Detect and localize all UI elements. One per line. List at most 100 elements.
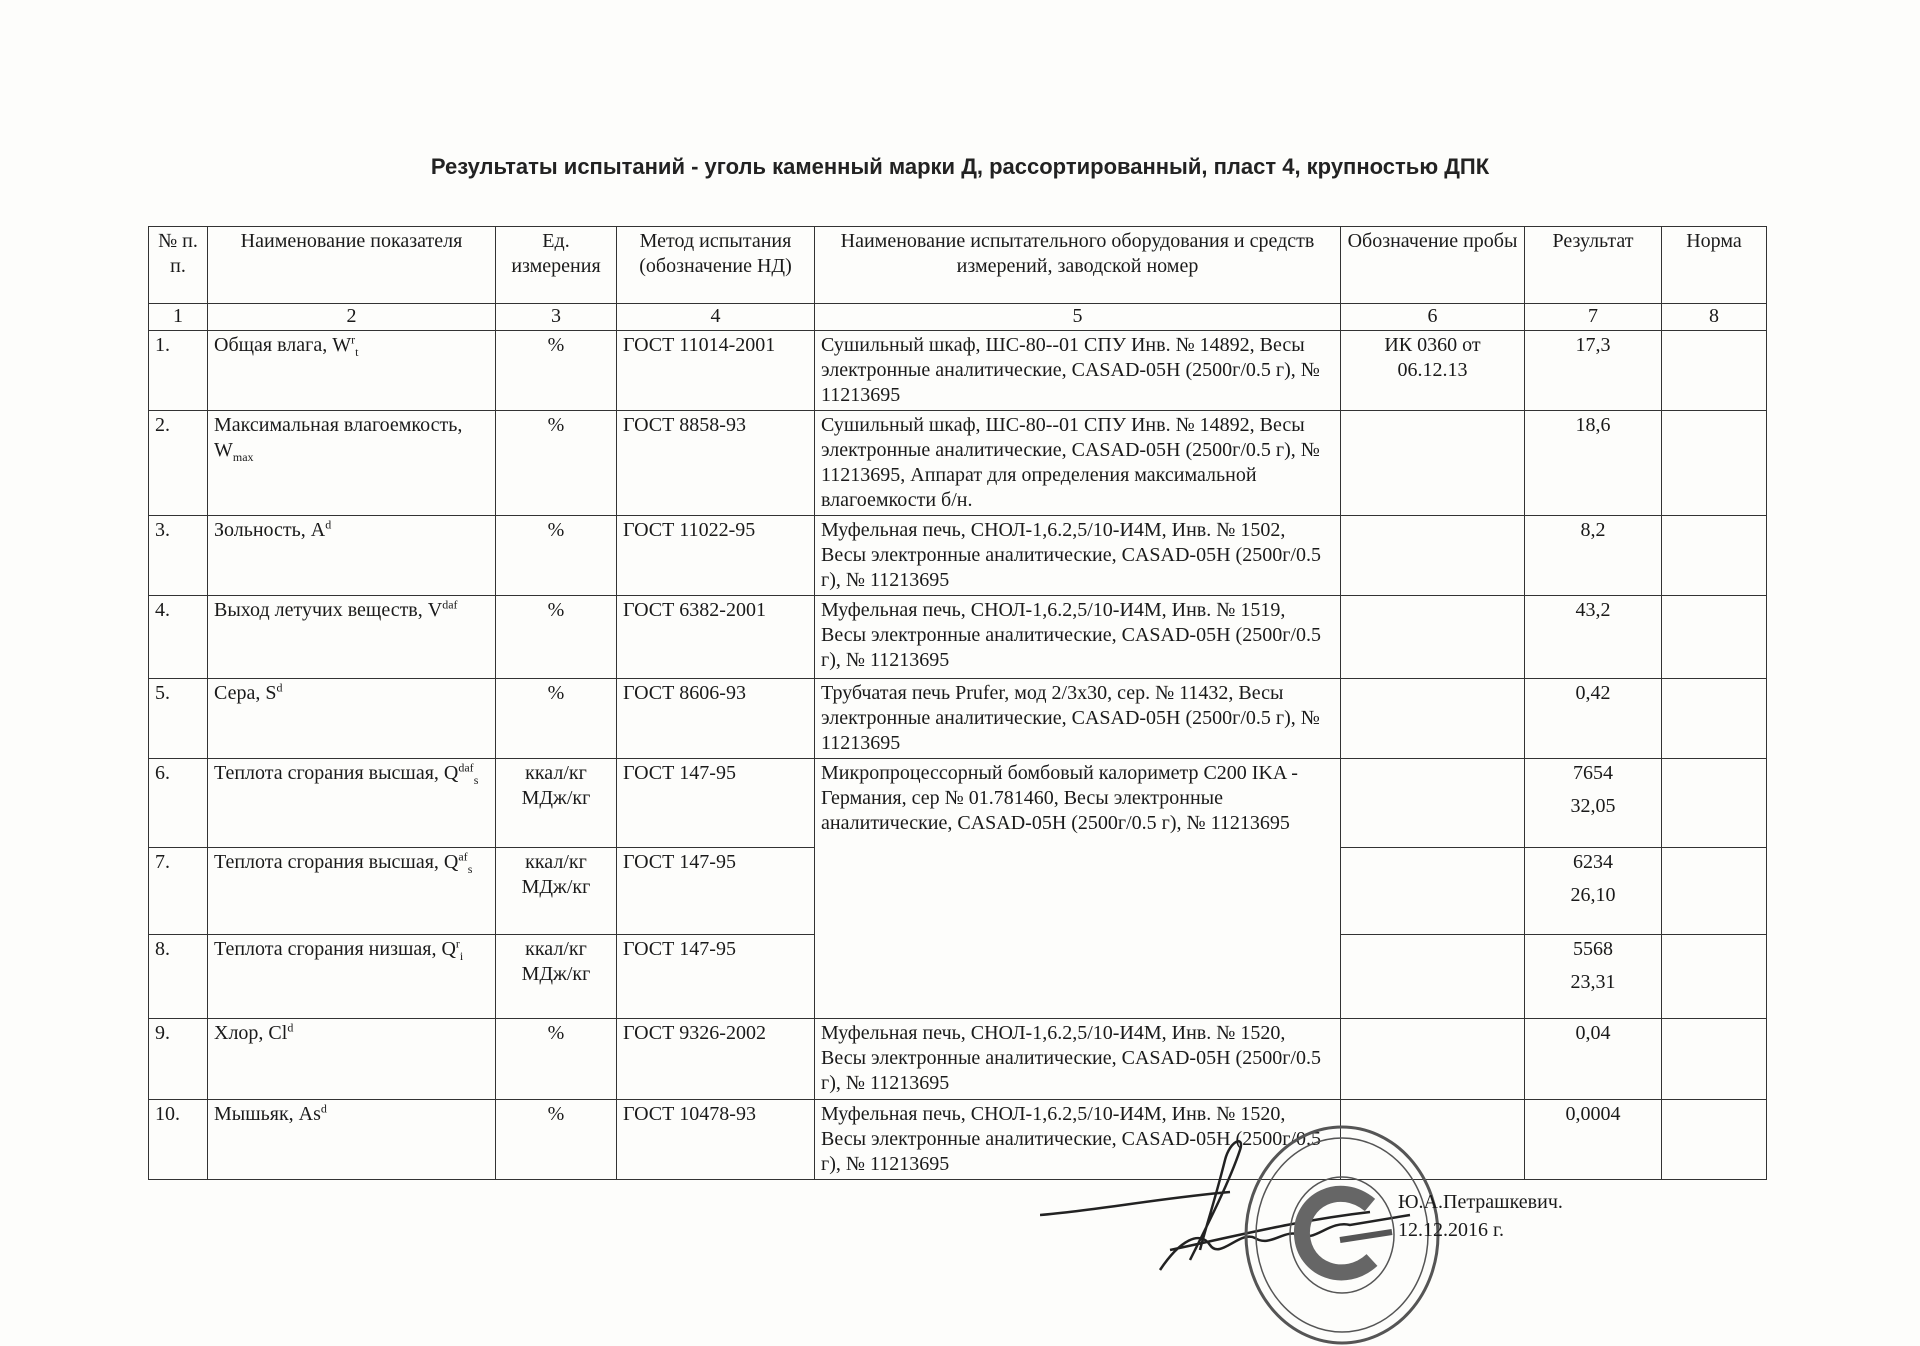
- subscript: max: [232, 450, 254, 464]
- test-method-text: ГОСТ 8858-93: [623, 414, 746, 436]
- signature-date: 12.12.2016 г.: [1398, 1219, 1504, 1241]
- unit: ккал/кг МДж/кг: [495, 847, 617, 935]
- table-row: 2. Максимальная влагоемкость, Wmax% ГОСТ 8…: [148, 410, 1767, 516]
- row-number: 10.: [148, 1099, 208, 1180]
- row-number-text: 8.: [155, 938, 170, 960]
- superscript: r: [351, 332, 356, 347]
- equipment: Микропроцессорный бомбовый калориметр С2…: [814, 758, 1341, 1019]
- test-method-text: ГОСТ 8606-93: [623, 682, 746, 704]
- indicator-name: Хлор, Cld: [207, 1018, 496, 1100]
- table-row: 4. Выход летучих веществ, Vdaf% ГОСТ 6382-…: [148, 595, 1767, 679]
- result: 8,2: [1524, 515, 1662, 596]
- sample-text: ИК 0360 от 06.12.13: [1384, 334, 1481, 381]
- result-value: 8,2: [1580, 519, 1606, 541]
- equipment-text: Муфельная печь, СНОЛ-1,6.2,5/10-И4М, Инв…: [821, 1022, 1321, 1094]
- sample-id: [1340, 1018, 1525, 1100]
- table-row: 7. Теплота сгорания высшая, Qafs ккал/кг МД…: [148, 847, 1767, 935]
- unit-value: МДж/кг: [521, 787, 591, 809]
- sample-id: [1340, 847, 1525, 935]
- test-method: ГОСТ 147-95: [616, 758, 815, 848]
- test-method: ГОСТ 6382-2001: [616, 595, 815, 679]
- subscript: s: [467, 862, 473, 876]
- indicator-label: Выход летучих веществ, V: [214, 599, 443, 621]
- row-number-text: 3.: [155, 519, 170, 541]
- equipment-text: Муфельная печь, СНОЛ-1,6.2,5/10-И4М, Инв…: [821, 1103, 1321, 1175]
- norm: [1661, 847, 1767, 935]
- equipment-text: Муфельная печь, СНОЛ-1,6.2,5/10-И4М, Инв…: [821, 519, 1321, 591]
- equipment-text: Сушильный шкаф, ШС-80--01 СПУ Инв. № 148…: [821, 414, 1320, 511]
- superscript: d: [320, 1101, 327, 1116]
- results-table: № п. п. Наименование показателя Ед. измере…: [148, 226, 1767, 1180]
- sample-id: [1340, 595, 1525, 679]
- norm: [1661, 934, 1767, 1019]
- superscript: af: [458, 849, 468, 864]
- test-method: ГОСТ 147-95: [616, 847, 815, 935]
- result-value: 26,10: [1570, 884, 1616, 906]
- norm: [1661, 1099, 1767, 1180]
- indicator-name: Теплота сгорания высшая, Qafs: [207, 847, 496, 935]
- result-value: 0,0004: [1565, 1103, 1621, 1125]
- subscript: i: [459, 949, 464, 963]
- row-number: 7.: [148, 847, 208, 935]
- result-value: 17,3: [1575, 334, 1611, 356]
- test-method-text: ГОСТ 10478-93: [623, 1103, 756, 1125]
- unit-value: %: [547, 682, 565, 704]
- test-method-text: ГОСТ 6382-2001: [623, 599, 766, 621]
- table-row: 5. Сера, Sd% ГОСТ 8606-93 Трубчатая печь Pr…: [148, 678, 1767, 759]
- result: 7654 32,05: [1524, 758, 1662, 848]
- indicator-label: Зольность, A: [214, 519, 326, 541]
- indicator-label: Мышьяк, As: [214, 1103, 321, 1125]
- equipment: Сушильный шкаф, ШС-80--01 СПУ Инв. № 148…: [814, 410, 1341, 516]
- row-number: 2.: [148, 410, 208, 516]
- indicator-label: Максимальная влагоемкость, W: [214, 414, 463, 461]
- column-number: 5: [814, 303, 1341, 331]
- row-number-text: 4.: [155, 599, 170, 621]
- table-row: 3. Зольность, Ad% ГОСТ 11022-95 Муфельная п…: [148, 515, 1767, 596]
- unit-value: МДж/кг: [521, 963, 591, 985]
- signature-and-stamp: [1040, 1125, 1440, 1345]
- column-header: Ед. измерения: [495, 226, 617, 304]
- equipment: Муфельная печь, СНОЛ-1,6.2,5/10-И4М, Инв…: [814, 1018, 1341, 1100]
- unit: %: [495, 1018, 617, 1100]
- equipment-text: Сушильный шкаф, ШС-80--01 СПУ Инв. № 148…: [821, 334, 1320, 406]
- signatory-name: Ю.А.Петрашкевич.: [1398, 1191, 1563, 1213]
- unit-value: ккал/кг: [525, 762, 587, 784]
- row-number: 4.: [148, 595, 208, 679]
- row-number: 6.: [148, 758, 208, 848]
- norm: [1661, 758, 1767, 848]
- sample-id: [1340, 1099, 1525, 1180]
- subscript: t: [355, 345, 359, 359]
- result-value: 32,05: [1570, 795, 1616, 817]
- equipment: Муфельная печь, СНОЛ-1,6.2,5/10-И4М, Инв…: [814, 515, 1341, 596]
- unit: %: [495, 678, 617, 759]
- sample-id: [1340, 515, 1525, 596]
- column-header: Метод испытания (обозначение НД): [616, 226, 815, 304]
- sample-id: ИК 0360 от 06.12.13: [1340, 330, 1525, 411]
- test-method-text: ГОСТ 11022-95: [623, 519, 756, 541]
- sample-id: [1340, 758, 1525, 848]
- indicator-name: Выход летучих веществ, Vdaf: [207, 595, 496, 679]
- unit: %: [495, 1099, 617, 1180]
- indicator-label: Сера, S: [214, 682, 277, 704]
- column-number: 3: [495, 303, 617, 331]
- unit-value: %: [547, 1022, 565, 1044]
- norm: [1661, 330, 1767, 411]
- column-number: 4: [616, 303, 815, 331]
- result: 17,3: [1524, 330, 1662, 411]
- equipment: Трубчатая печь Prufer, мод 2/3х30, сер. …: [814, 678, 1341, 759]
- header-row: № п. п. Наименование показателя Ед. измере…: [148, 226, 1767, 304]
- indicator-name: Сера, Sd: [207, 678, 496, 759]
- result: 0,42: [1524, 678, 1662, 759]
- table-row: 1. Общая влага, Wrt% ГОСТ 11014-2001 Сушиль…: [148, 330, 1767, 411]
- test-method: ГОСТ 11014-2001: [616, 330, 815, 411]
- unit: %: [495, 410, 617, 516]
- indicator-name: Теплота сгорания низшая, Qri: [207, 934, 496, 1019]
- equipment-text: Муфельная печь, СНОЛ-1,6.2,5/10-И4М, Инв…: [821, 599, 1321, 671]
- indicator-name: Зольность, Ad: [207, 515, 496, 596]
- table-row: 8. Теплота сгорания низшая, Qri ккал/кг МДж…: [148, 934, 1767, 1019]
- table-row: 10. Мышьяк, Asd% ГОСТ 10478-93 Муфельная пе…: [148, 1099, 1767, 1180]
- equipment: Сушильный шкаф, ШС-80--01 СПУ Инв. № 148…: [814, 330, 1341, 411]
- norm: [1661, 678, 1767, 759]
- indicator-label: Теплота сгорания высшая, Q: [214, 851, 459, 873]
